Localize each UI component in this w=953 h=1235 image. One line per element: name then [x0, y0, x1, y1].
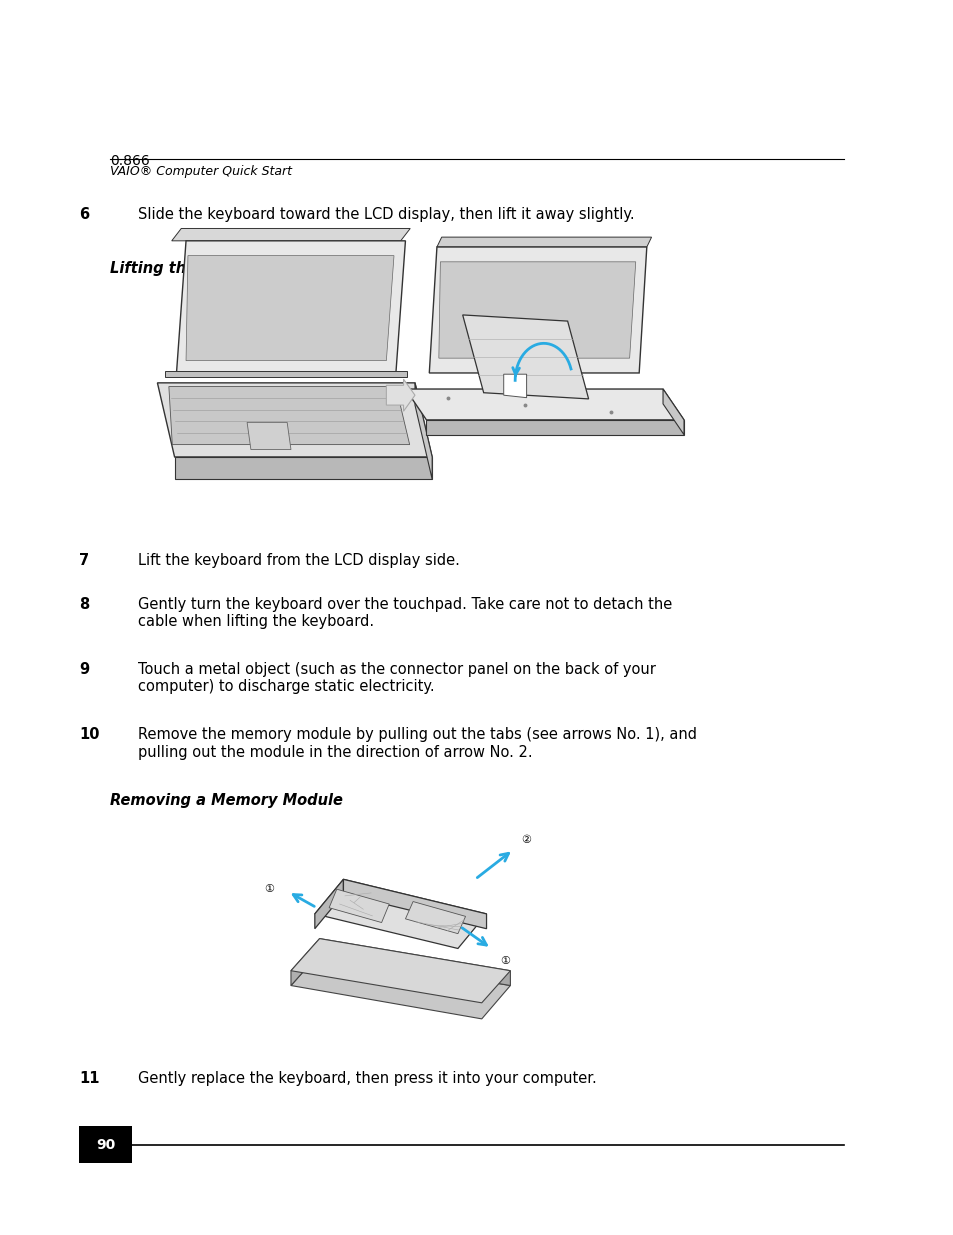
Text: 8: 8	[79, 597, 90, 611]
Text: Lifting the Keyboard: Lifting the Keyboard	[110, 261, 278, 275]
Polygon shape	[314, 879, 486, 948]
Text: 10: 10	[79, 727, 99, 742]
Polygon shape	[176, 241, 405, 373]
Polygon shape	[247, 422, 291, 450]
Polygon shape	[165, 370, 407, 377]
Polygon shape	[462, 315, 588, 399]
Polygon shape	[169, 387, 409, 445]
Polygon shape	[174, 457, 432, 479]
Polygon shape	[186, 256, 394, 361]
Text: Touch a metal object (such as the connector panel on the back of your
computer) : Touch a metal object (such as the connec…	[138, 662, 656, 694]
Text: 9: 9	[79, 662, 90, 677]
Polygon shape	[343, 879, 486, 929]
Text: Lift the keyboard from the LCD display side.: Lift the keyboard from the LCD display s…	[138, 553, 459, 568]
Polygon shape	[438, 262, 635, 358]
Polygon shape	[291, 939, 319, 986]
Text: ①: ①	[500, 956, 510, 966]
Text: Gently turn the keyboard over the touchpad. Take care not to detach the
cable wh: Gently turn the keyboard over the touchp…	[138, 597, 672, 629]
Polygon shape	[426, 420, 683, 435]
Text: 11: 11	[79, 1071, 99, 1086]
Text: 0.866: 0.866	[110, 154, 150, 168]
Text: Removing a Memory Module: Removing a Memory Module	[110, 793, 342, 808]
Text: 7: 7	[79, 553, 90, 568]
Polygon shape	[157, 383, 432, 457]
Text: ①: ①	[264, 884, 274, 894]
Polygon shape	[405, 389, 683, 420]
Polygon shape	[291, 953, 510, 1019]
Text: 6: 6	[79, 207, 90, 222]
Polygon shape	[503, 374, 526, 398]
Polygon shape	[436, 237, 651, 247]
Polygon shape	[429, 247, 646, 373]
Text: Gently replace the keyboard, then press it into your computer.: Gently replace the keyboard, then press …	[138, 1071, 597, 1086]
Polygon shape	[386, 379, 415, 411]
Polygon shape	[319, 939, 510, 986]
FancyBboxPatch shape	[79, 1126, 132, 1163]
Text: VAIO® Computer Quick Start: VAIO® Computer Quick Start	[110, 165, 292, 179]
Text: ②: ②	[521, 835, 531, 845]
Text: Slide the keyboard toward the LCD display, then lift it away slightly.: Slide the keyboard toward the LCD displa…	[138, 207, 635, 222]
Polygon shape	[415, 383, 432, 479]
Text: 90: 90	[95, 1137, 115, 1152]
Polygon shape	[291, 939, 510, 1003]
Polygon shape	[329, 889, 389, 923]
Polygon shape	[405, 902, 465, 934]
Text: Remove the memory module by pulling out the tabs (see arrows No. 1), and
pulling: Remove the memory module by pulling out …	[138, 727, 697, 760]
Polygon shape	[172, 228, 410, 241]
Polygon shape	[314, 879, 343, 929]
Polygon shape	[662, 389, 683, 435]
